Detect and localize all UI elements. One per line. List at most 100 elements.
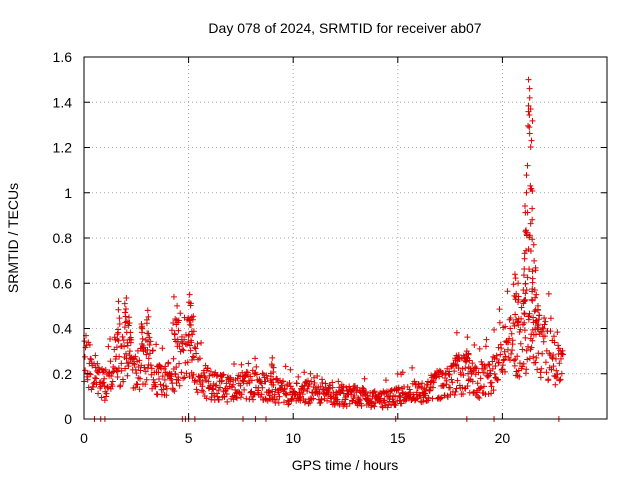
data-point [484, 373, 491, 380]
data-point [238, 361, 245, 368]
data-point [502, 368, 509, 375]
data-point [136, 357, 143, 364]
data-point [370, 389, 377, 396]
data-point [185, 314, 192, 321]
data-point [168, 376, 175, 383]
data-point [528, 344, 535, 351]
data-point [179, 340, 186, 347]
data-point [102, 366, 109, 373]
data-point [304, 385, 311, 392]
data-point [407, 389, 414, 396]
data-point [223, 380, 230, 387]
data-point [537, 369, 544, 376]
data-point [104, 383, 111, 390]
data-point [189, 353, 196, 360]
data-point [213, 382, 220, 389]
data-point [540, 325, 547, 332]
data-point [496, 359, 503, 366]
data-point [504, 288, 511, 295]
data-point [163, 392, 170, 399]
data-point [523, 229, 530, 236]
data-point [343, 403, 350, 410]
data-point [310, 395, 317, 402]
data-point [224, 398, 231, 405]
data-point [329, 384, 336, 391]
data-point [248, 377, 255, 384]
data-point [259, 384, 266, 391]
data-point [553, 374, 560, 381]
data-point [535, 326, 542, 333]
data-point [535, 321, 542, 328]
data-point [348, 387, 355, 394]
data-point [512, 275, 519, 282]
data-point [199, 378, 206, 385]
data-point [547, 328, 554, 335]
data-point [181, 374, 188, 381]
data-point [144, 307, 151, 314]
data-point [147, 362, 154, 369]
data-point [446, 371, 453, 378]
data-point [548, 366, 555, 373]
data-point [541, 321, 548, 328]
data-point [490, 353, 497, 360]
data-point [451, 392, 458, 399]
data-point [143, 351, 150, 358]
data-point [114, 368, 121, 375]
data-point [161, 376, 168, 383]
data-point [522, 334, 529, 341]
data-point [87, 355, 94, 362]
data-point [170, 386, 177, 393]
data-point [300, 387, 307, 394]
data-point [554, 371, 561, 378]
data-point [186, 342, 193, 349]
data-point [171, 388, 178, 395]
data-point [194, 340, 201, 347]
data-point [364, 392, 371, 399]
data-point [101, 397, 108, 404]
data-point [217, 384, 224, 391]
data-point [533, 317, 540, 324]
data-point [531, 257, 538, 264]
data-point [193, 386, 200, 393]
data-point [207, 368, 214, 375]
data-point [509, 337, 516, 344]
data-point [465, 351, 472, 358]
data-point [142, 368, 149, 375]
data-point [545, 290, 552, 297]
data-point [361, 375, 368, 382]
data-point [186, 291, 193, 298]
data-point [133, 370, 140, 377]
data-point [521, 297, 528, 304]
data-point [465, 364, 472, 371]
data-point [143, 320, 150, 327]
data-point [296, 389, 303, 396]
data-point [124, 372, 131, 379]
data-point [512, 311, 519, 318]
data-point [218, 378, 225, 385]
data-point [82, 367, 89, 374]
data-point [170, 319, 177, 326]
data-point [127, 339, 134, 346]
y-tick-label: 0 [64, 411, 72, 427]
data-points [81, 76, 566, 422]
data-point [184, 359, 191, 366]
data-point [464, 382, 471, 389]
data-point [343, 384, 350, 391]
data-point [141, 364, 148, 371]
data-point [209, 385, 216, 392]
data-point [126, 348, 133, 355]
data-point [239, 369, 246, 376]
data-point [399, 369, 406, 376]
data-point [189, 316, 196, 323]
data-point [557, 376, 564, 383]
data-point [200, 388, 207, 395]
data-point [175, 377, 182, 384]
data-point [527, 106, 534, 113]
data-point [488, 379, 495, 386]
data-point [258, 391, 265, 398]
data-point [304, 377, 311, 384]
data-point [530, 314, 537, 321]
data-point [101, 375, 108, 382]
data-point [121, 343, 128, 350]
